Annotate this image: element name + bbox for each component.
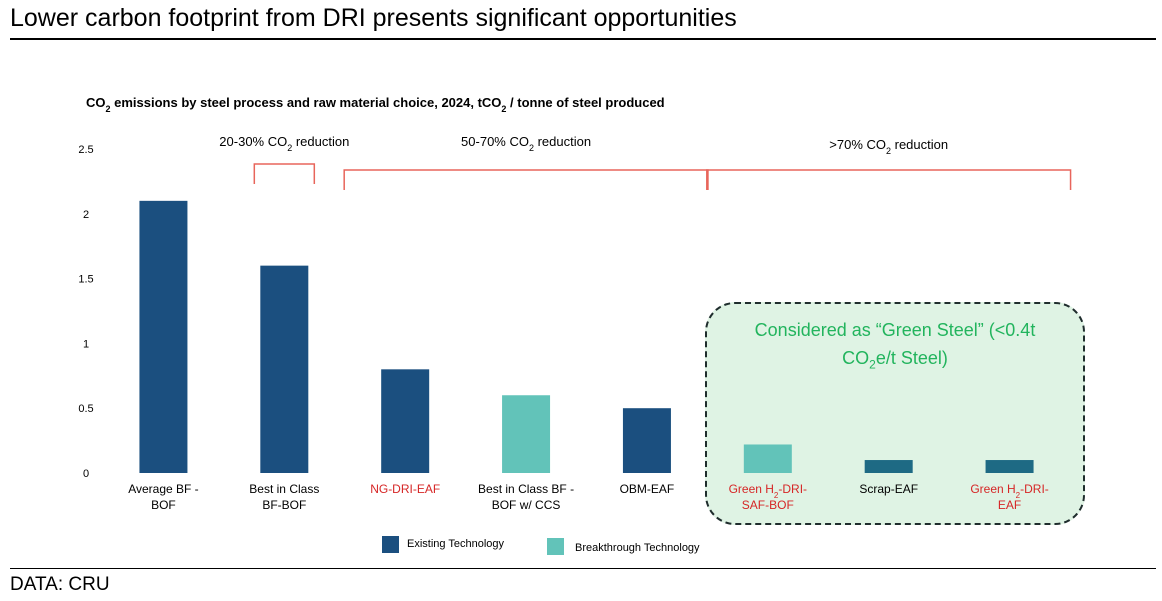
footer-divider <box>10 568 1156 569</box>
y-tick-label: 2.5 <box>78 144 93 156</box>
green-steel-callout-line2: CO2e/t Steel) <box>842 348 948 372</box>
green-steel-callout-text: Considered as “Green Steel” (<0.4t CO2e/… <box>705 316 1085 379</box>
category-label: BF-BOF <box>262 498 306 512</box>
legend-swatch-existing <box>382 536 399 553</box>
category-label: SAF-BOF <box>742 498 794 512</box>
category-label: Scrap-EAF <box>859 482 918 496</box>
data-source: DATA: CRU <box>10 574 110 595</box>
green-steel-callout-line1: Considered as “Green Steel” (<0.4t <box>754 320 1036 340</box>
slide-title: Lower carbon footprint from DRI presents… <box>10 4 737 32</box>
category-label: Green H2-DRI- <box>729 482 807 500</box>
y-tick-label: 0 <box>83 468 89 480</box>
reduction-bracket <box>343 169 709 190</box>
green-steel-callout <box>705 302 1085 525</box>
title-divider <box>10 38 1156 40</box>
category-label: EAF <box>998 498 1021 512</box>
legend-label-existing: Existing Technology <box>407 538 505 550</box>
reduction-label: 20-30% CO2 reduction <box>219 134 349 153</box>
category-label: Best in Class <box>249 482 319 496</box>
category-label: Best in Class BF - <box>478 482 574 496</box>
category-label: Green H2-DRI- <box>970 482 1048 500</box>
reduction-bracket <box>253 163 316 184</box>
y-tick-label: 1.5 <box>78 274 93 286</box>
bar <box>502 395 551 473</box>
y-tick-label: 2 <box>83 209 89 221</box>
reduction-bracket <box>706 169 1072 190</box>
reduction-label: >70% CO2 reduction <box>829 137 948 156</box>
bar <box>864 460 913 473</box>
category-label: Average BF - <box>128 482 198 496</box>
reduction-label: 50-70% CO2 reduction <box>461 134 591 153</box>
category-label: NG-DRI-EAF <box>370 482 440 496</box>
category-label: BOF <box>151 498 176 512</box>
bar <box>743 444 792 473</box>
bar <box>260 265 309 473</box>
y-tick-label: 0.5 <box>78 403 93 415</box>
bar <box>985 460 1034 473</box>
legend-swatch-breakthrough <box>547 538 564 555</box>
legend-label-breakthrough: Breakthrough Technology <box>575 542 700 554</box>
chart-title: CO2 emissions by steel process and raw m… <box>86 95 665 114</box>
bar <box>622 408 671 473</box>
y-tick-label: 1 <box>83 338 89 350</box>
bar <box>381 369 430 473</box>
bar <box>139 200 188 473</box>
category-label: BOF w/ CCS <box>492 498 561 512</box>
category-label: OBM-EAF <box>620 482 675 496</box>
